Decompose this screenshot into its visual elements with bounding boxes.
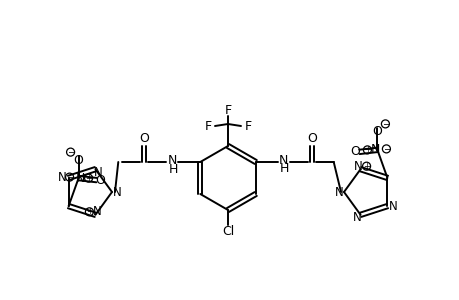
Text: N: N: [58, 171, 67, 184]
Text: N: N: [76, 172, 85, 184]
Text: H: H: [280, 163, 289, 176]
Text: O: O: [139, 131, 149, 145]
Text: N: N: [353, 211, 361, 224]
Text: N: N: [279, 154, 288, 166]
Text: +: +: [363, 146, 370, 154]
Text: H: H: [168, 163, 178, 176]
Text: O: O: [350, 146, 359, 158]
Text: O: O: [73, 154, 84, 166]
Text: N: N: [167, 154, 177, 166]
Text: +: +: [85, 174, 92, 183]
Text: O: O: [95, 174, 105, 187]
Text: F: F: [244, 119, 251, 133]
Text: N: N: [353, 160, 362, 173]
Text: −: −: [381, 119, 388, 128]
Text: N: N: [334, 185, 342, 199]
Text: −: −: [67, 148, 74, 157]
Text: F: F: [224, 104, 231, 118]
Text: O: O: [306, 131, 316, 145]
Text: −: −: [66, 172, 73, 182]
Text: N: N: [94, 166, 102, 179]
Text: N: N: [112, 185, 121, 199]
Text: Cl: Cl: [221, 226, 234, 238]
Text: −: −: [382, 144, 389, 153]
Text: +: +: [86, 207, 93, 216]
Text: N: N: [93, 205, 101, 218]
Text: O: O: [372, 125, 381, 138]
Text: N: N: [370, 143, 379, 156]
Text: +: +: [362, 162, 369, 171]
Text: N: N: [388, 200, 397, 213]
Text: F: F: [204, 119, 211, 133]
